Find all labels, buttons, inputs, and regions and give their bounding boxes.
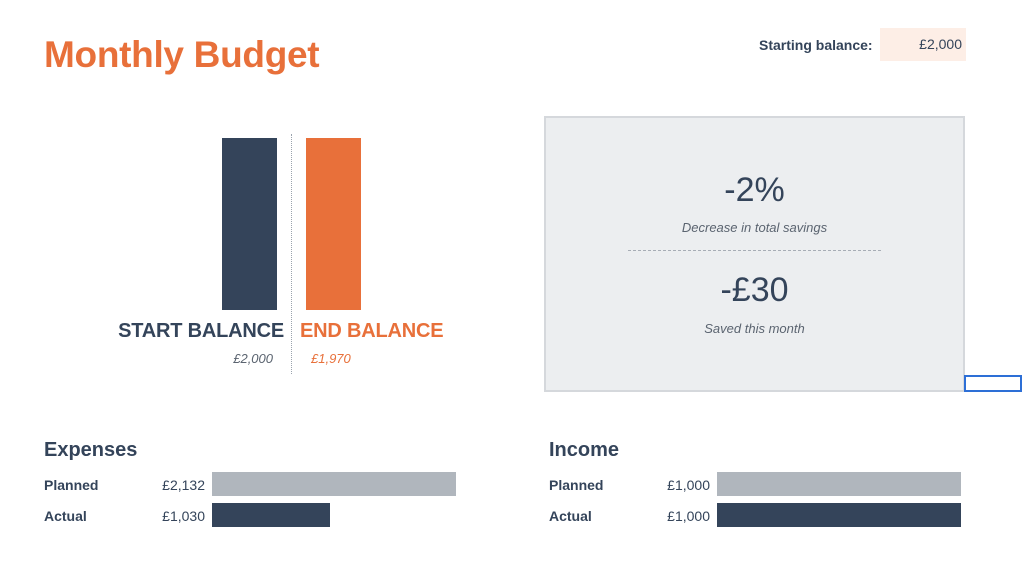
percent-change-caption: Decrease in total savings [681, 220, 828, 235]
end-balance-bar [306, 138, 361, 310]
expenses-planned-label: Planned [44, 477, 99, 493]
summary-divider [628, 250, 881, 251]
percent-change: -2% [724, 171, 785, 209]
saved-amount: -£30 [720, 271, 789, 309]
starting-balance-label: Starting balance: [759, 37, 873, 53]
income-planned-label: Planned [549, 477, 604, 493]
savings-summary-panel: -2% Decrease in total savings -£30 Saved… [544, 116, 965, 392]
start-balance-label: START BALANCE [118, 320, 284, 342]
income-title: Income [549, 439, 620, 461]
income-planned-value: £1,000 [667, 477, 710, 493]
balance-divider [291, 134, 292, 374]
starting-balance-input[interactable]: £2,000 [880, 28, 966, 61]
saved-amount-caption: Saved this month [704, 321, 805, 336]
page-title: Monthly Budget [44, 34, 320, 75]
income-actual-label: Actual [549, 508, 592, 524]
end-balance-value: £1,970 [311, 351, 351, 366]
end-balance-label: END BALANCE [300, 320, 444, 342]
start-balance-value: £2,000 [233, 351, 273, 366]
income-actual-bar [717, 503, 961, 527]
income-actual-value: £1,000 [667, 508, 710, 524]
start-balance-bar [222, 138, 277, 310]
expenses-planned-bar [212, 472, 456, 496]
expenses-actual-label: Actual [44, 508, 87, 524]
expenses-actual-value: £1,030 [162, 508, 205, 524]
expenses-planned-value: £2,132 [162, 477, 205, 493]
selected-cell[interactable] [964, 375, 1022, 392]
expenses-title: Expenses [44, 439, 138, 461]
income-planned-bar [717, 472, 961, 496]
expenses-actual-bar [212, 503, 330, 527]
